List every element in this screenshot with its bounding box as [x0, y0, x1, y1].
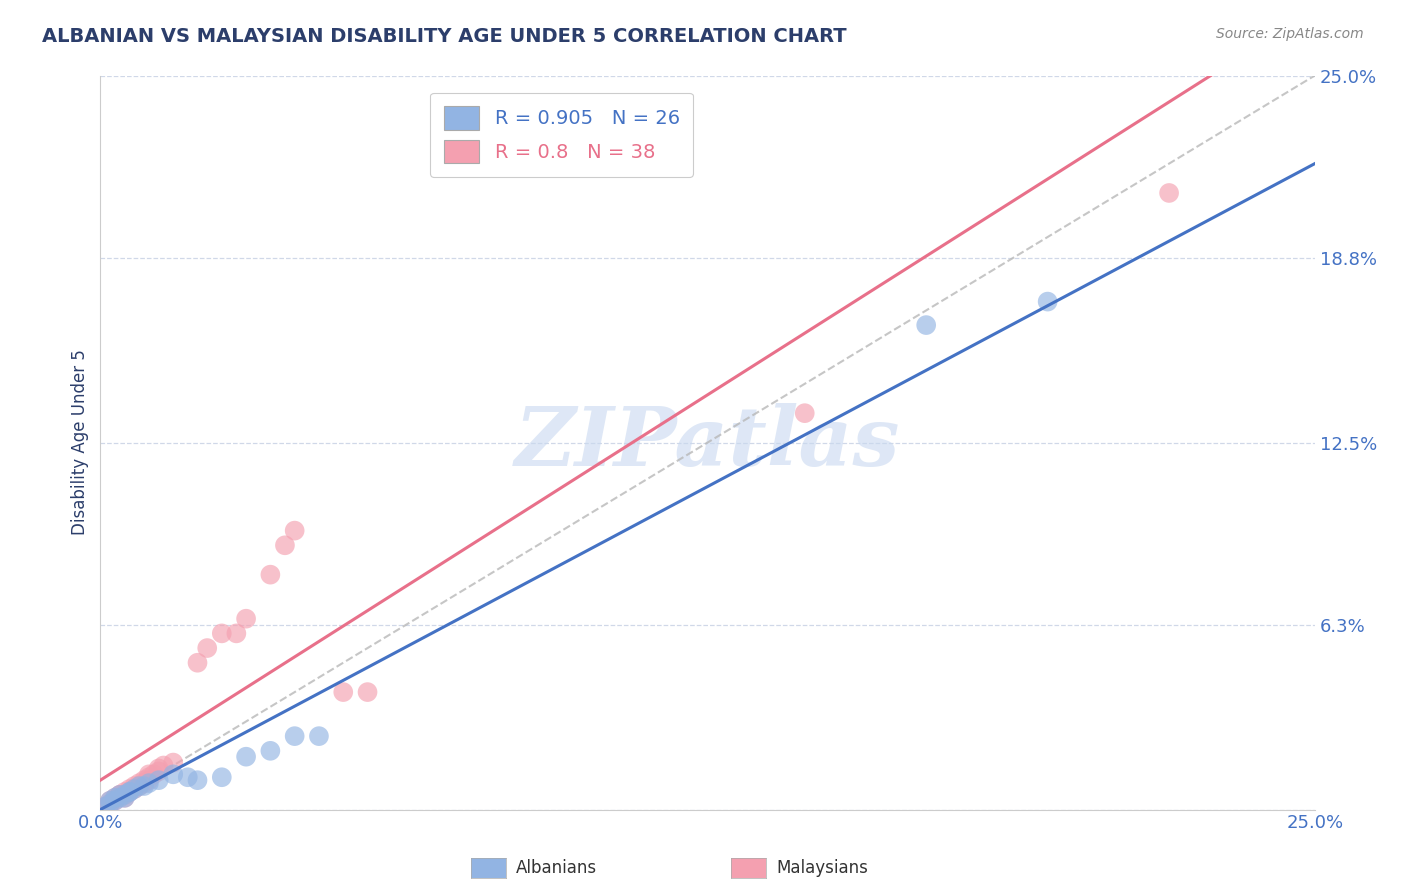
Point [274, 538, 297, 552]
Point [177, 770, 200, 784]
Point [98, 794, 121, 808]
Point [332, 685, 354, 699]
Text: Albanians: Albanians [516, 859, 598, 877]
Point [98, 794, 121, 808]
Point [148, 773, 170, 788]
Point [148, 761, 170, 775]
Point [162, 756, 184, 770]
Point [94, 799, 117, 814]
Point [1036, 294, 1059, 309]
Legend: R = 0.905   N = 26, R = 0.8   N = 38: R = 0.905 N = 26, R = 0.8 N = 38 [430, 93, 693, 177]
Point [124, 779, 146, 793]
Text: Malaysians: Malaysians [776, 859, 868, 877]
Point [259, 744, 281, 758]
Point [124, 782, 146, 797]
Point [104, 794, 127, 808]
Text: Source: ZipAtlas.com: Source: ZipAtlas.com [1216, 27, 1364, 41]
Point [118, 785, 141, 799]
Point [114, 788, 136, 802]
Point [124, 782, 146, 797]
Point [94, 799, 117, 814]
Point [235, 612, 257, 626]
Point [118, 782, 141, 797]
Point [132, 779, 155, 793]
Point [132, 773, 155, 788]
Text: ALBANIAN VS MALAYSIAN DISABILITY AGE UNDER 5 CORRELATION CHART: ALBANIAN VS MALAYSIAN DISABILITY AGE UND… [42, 27, 846, 45]
Point [138, 773, 160, 788]
Point [152, 758, 174, 772]
Point [128, 779, 150, 793]
Point [793, 406, 815, 420]
Point [259, 567, 281, 582]
Point [128, 776, 150, 790]
Point [308, 729, 330, 743]
Point [356, 685, 378, 699]
Point [915, 318, 938, 332]
Point [128, 779, 150, 793]
Point [1159, 186, 1181, 200]
Point [225, 626, 247, 640]
Point [108, 790, 131, 805]
Point [186, 773, 208, 788]
Point [114, 785, 136, 799]
Point [142, 767, 165, 781]
Point [195, 641, 218, 656]
Point [284, 729, 307, 743]
Point [284, 524, 307, 538]
Point [235, 749, 257, 764]
Point [104, 794, 127, 808]
Text: ZIPatlas: ZIPatlas [515, 402, 900, 483]
Point [148, 764, 170, 779]
Point [138, 770, 160, 784]
Point [138, 776, 160, 790]
Point [108, 788, 131, 802]
Point [162, 767, 184, 781]
Point [118, 785, 141, 799]
Point [211, 770, 233, 784]
Point [132, 776, 155, 790]
Point [98, 797, 121, 811]
Point [114, 790, 136, 805]
Point [98, 797, 121, 811]
Point [108, 788, 131, 802]
Point [186, 656, 208, 670]
Point [114, 788, 136, 802]
Point [114, 790, 136, 805]
Point [104, 790, 127, 805]
Point [104, 790, 127, 805]
Point [138, 767, 160, 781]
Point [211, 626, 233, 640]
Point [108, 788, 131, 802]
Y-axis label: Disability Age Under 5: Disability Age Under 5 [72, 350, 89, 535]
Point [118, 785, 141, 799]
